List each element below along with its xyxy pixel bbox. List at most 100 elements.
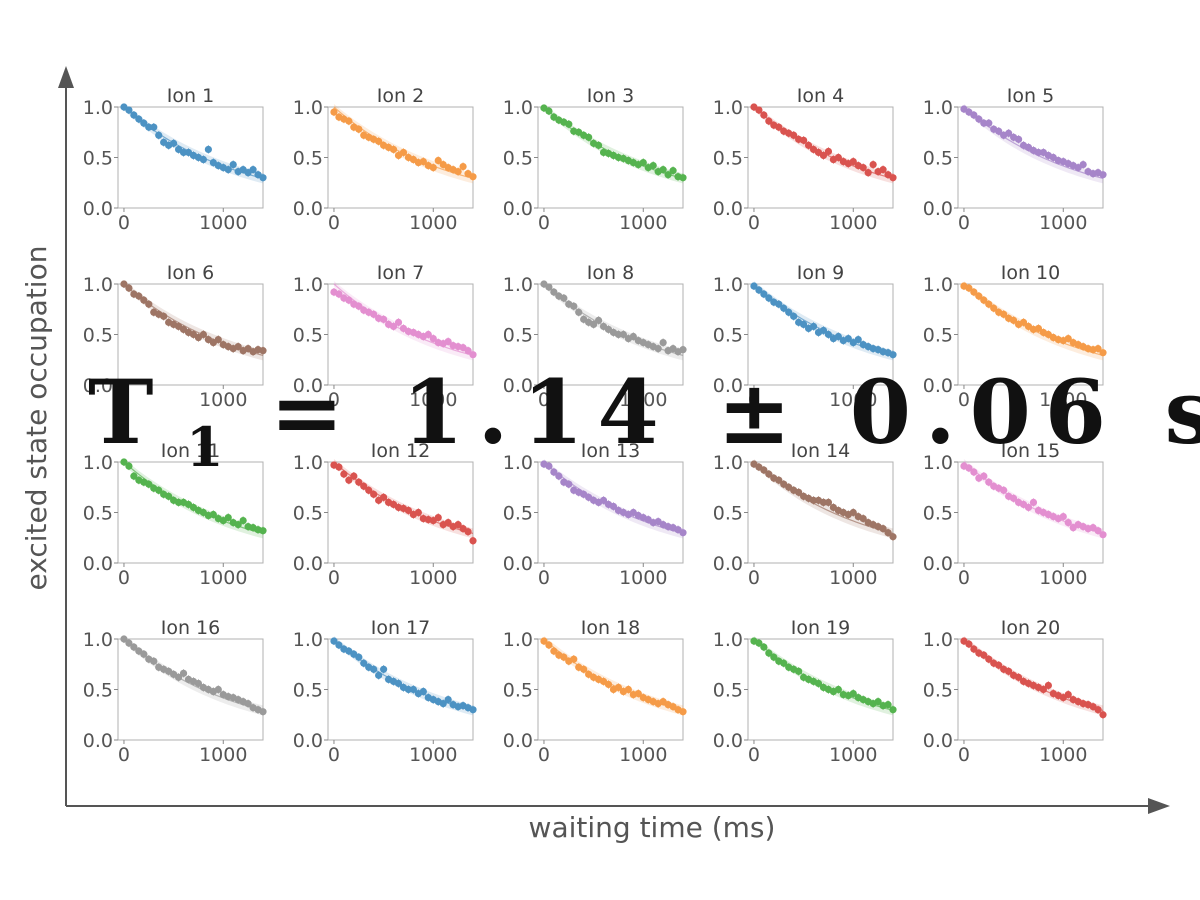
fit-band bbox=[543, 280, 683, 361]
data-point bbox=[560, 653, 568, 661]
fit-band bbox=[543, 635, 683, 716]
subplot-title: Ion 18 bbox=[581, 617, 641, 639]
x-tick-label: 1000 bbox=[1039, 212, 1087, 234]
data-point bbox=[375, 671, 383, 679]
data-point bbox=[884, 701, 892, 709]
data-point bbox=[765, 470, 773, 478]
data-point bbox=[130, 111, 138, 119]
data-point bbox=[345, 117, 353, 125]
data-point bbox=[555, 472, 563, 480]
y-tick-label: 0.5 bbox=[923, 325, 953, 347]
data-point bbox=[259, 174, 267, 182]
data-point bbox=[755, 106, 763, 114]
data-point bbox=[659, 166, 667, 174]
y-tick-label: 0.5 bbox=[713, 680, 743, 702]
data-point bbox=[419, 687, 427, 696]
y-tick-label: 1.0 bbox=[293, 452, 323, 474]
data-point bbox=[889, 533, 897, 541]
data-point bbox=[414, 508, 422, 517]
subplot-title: Ion 7 bbox=[377, 262, 424, 284]
x-tick-label: 0 bbox=[748, 212, 760, 234]
subplot-ion-6: Ion 6 0.0 0.5 1.0 0 1000 bbox=[83, 262, 267, 411]
x-tick-label: 1000 bbox=[409, 389, 457, 411]
data-point bbox=[575, 308, 583, 316]
x-tick-label: 0 bbox=[118, 389, 130, 411]
x-tick-label: 1000 bbox=[199, 389, 247, 411]
y-tick-label: 0.0 bbox=[713, 375, 743, 397]
data-point bbox=[454, 521, 462, 529]
y-tick-label: 0.0 bbox=[293, 375, 323, 397]
data-point bbox=[780, 659, 788, 667]
data-point bbox=[570, 302, 578, 310]
subplot-title: Ion 3 bbox=[587, 85, 634, 107]
data-point bbox=[970, 468, 978, 476]
data-point bbox=[760, 466, 768, 474]
data-point bbox=[135, 115, 143, 123]
x-tick-label: 0 bbox=[748, 567, 760, 589]
x-tick-label: 1000 bbox=[619, 744, 667, 766]
x-tick-label: 1000 bbox=[619, 212, 667, 234]
data-point bbox=[454, 168, 462, 176]
subplot-ion-19: Ion 19 0.0 0.5 1.0 0 1000 bbox=[713, 617, 897, 766]
y-tick-label: 1.0 bbox=[503, 97, 533, 119]
data-point bbox=[224, 513, 232, 522]
data-point bbox=[874, 698, 882, 706]
y-tick-label: 0.0 bbox=[923, 553, 953, 575]
x-tick-label: 0 bbox=[328, 389, 340, 411]
data-point bbox=[389, 322, 398, 331]
data-point bbox=[424, 330, 432, 339]
data-point bbox=[804, 141, 813, 149]
y-tick-label: 0.5 bbox=[923, 148, 953, 170]
y-tick-label: 1.0 bbox=[293, 274, 323, 296]
data-point bbox=[330, 637, 338, 645]
data-point bbox=[975, 115, 983, 123]
data-point bbox=[165, 492, 173, 500]
data-point bbox=[849, 508, 857, 517]
y-tick-label: 1.0 bbox=[293, 629, 323, 651]
data-point bbox=[204, 145, 212, 154]
data-point bbox=[335, 463, 343, 471]
data-point bbox=[800, 320, 808, 328]
y-tick-label: 0.0 bbox=[83, 730, 113, 752]
data-point bbox=[464, 528, 472, 536]
data-point bbox=[639, 158, 647, 167]
x-tick-label: 0 bbox=[958, 212, 970, 234]
data-point bbox=[545, 283, 553, 291]
y-tick-label: 0.5 bbox=[713, 325, 743, 347]
x-tick-label: 0 bbox=[748, 389, 760, 411]
y-tick-label: 0.0 bbox=[713, 730, 743, 752]
subplot-title: Ion 16 bbox=[161, 617, 221, 639]
data-point bbox=[775, 476, 783, 484]
data-point bbox=[834, 332, 842, 341]
data-point bbox=[380, 315, 388, 323]
y-tick-label: 0.0 bbox=[83, 553, 113, 575]
subplot-ion-5: Ion 5 0.0 0.5 1.0 0 1000 bbox=[923, 85, 1107, 234]
x-tick-label: 1000 bbox=[1039, 567, 1087, 589]
data-point bbox=[970, 111, 978, 119]
x-tick-label: 0 bbox=[328, 744, 340, 766]
subplot-ion-12: Ion 12 0.0 0.5 1.0 0 1000 bbox=[293, 440, 477, 589]
data-point bbox=[755, 286, 763, 294]
data-point bbox=[330, 108, 338, 116]
data-point bbox=[1099, 171, 1107, 179]
x-tick-label: 0 bbox=[958, 389, 970, 411]
subplot-frame bbox=[537, 461, 684, 564]
subplot-title: Ion 8 bbox=[587, 262, 634, 284]
data-point bbox=[985, 655, 993, 663]
x-tick-label: 0 bbox=[538, 744, 550, 766]
data-point bbox=[355, 125, 363, 133]
data-point bbox=[1005, 667, 1013, 675]
y-tick-label: 0.5 bbox=[293, 325, 323, 347]
data-point bbox=[545, 641, 553, 649]
x-tick-label: 0 bbox=[328, 212, 340, 234]
data-point bbox=[580, 665, 588, 673]
data-point bbox=[380, 493, 388, 501]
x-tick-label: 1000 bbox=[1039, 744, 1087, 766]
fit-band bbox=[543, 103, 683, 184]
subplot-ion-11: Ion 11 0.0 0.5 1.0 0 1000 bbox=[83, 440, 267, 589]
subplot-title: Ion 1 bbox=[167, 85, 214, 107]
y-tick-label: 0.0 bbox=[503, 730, 533, 752]
data-point bbox=[135, 292, 143, 300]
data-point bbox=[760, 290, 768, 298]
x-tick-label: 0 bbox=[118, 567, 130, 589]
